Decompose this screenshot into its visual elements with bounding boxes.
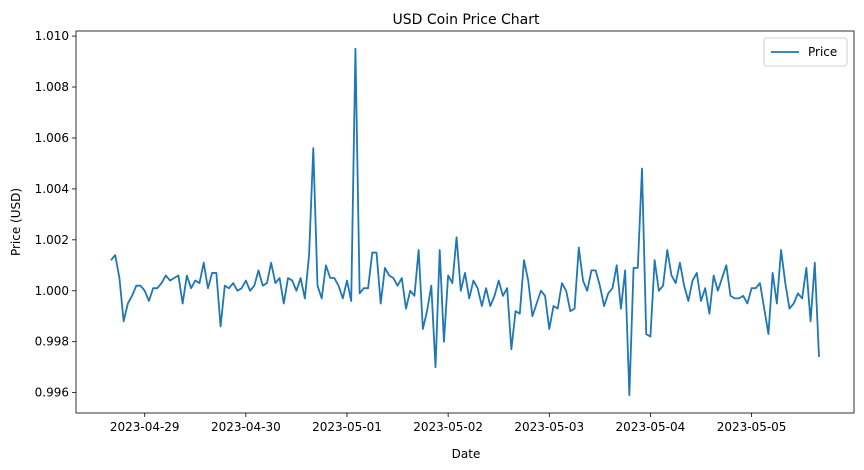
legend: Price [763,37,848,67]
y-tick-label: 1.008 [35,80,69,94]
y-tick-label: 0.998 [35,335,69,349]
plot-frame [75,30,855,414]
x-tick-label: 2023-05-05 [717,420,787,434]
y-tick-label: 0.996 [35,386,69,400]
price-series-line [110,47,820,397]
legend-label: Price [808,45,837,59]
x-tick-label: 2023-04-30 [211,420,281,434]
x-tick-label: 2023-05-04 [616,420,686,434]
x-tick-label: 2023-05-02 [413,420,483,434]
legend-box [763,37,848,67]
y-axis-label: Price (USD) [9,188,23,256]
x-tick-label: 2023-05-03 [514,420,584,434]
plot-area [76,31,854,413]
y-axis: 0.996 0.998 1.000 1.002 1.004 1.006 1.008 1.010 [35,29,76,400]
chart-title: USD Coin Price Chart [393,12,541,28]
x-tick-label: 2023-04-29 [110,420,180,434]
x-axis: 2023-04-29 2023-04-30 2023-05-01 2023-05-02… [110,413,787,434]
y-tick-label: 1.002 [35,233,69,247]
y-tick-label: 1.000 [35,284,69,298]
y-tick-label: 1.010 [35,29,69,43]
x-tick-label: 2023-05-01 [312,420,382,434]
y-tick-label: 1.004 [35,182,69,196]
x-axis-label: Date [452,447,481,461]
y-tick-label: 1.006 [35,131,69,145]
